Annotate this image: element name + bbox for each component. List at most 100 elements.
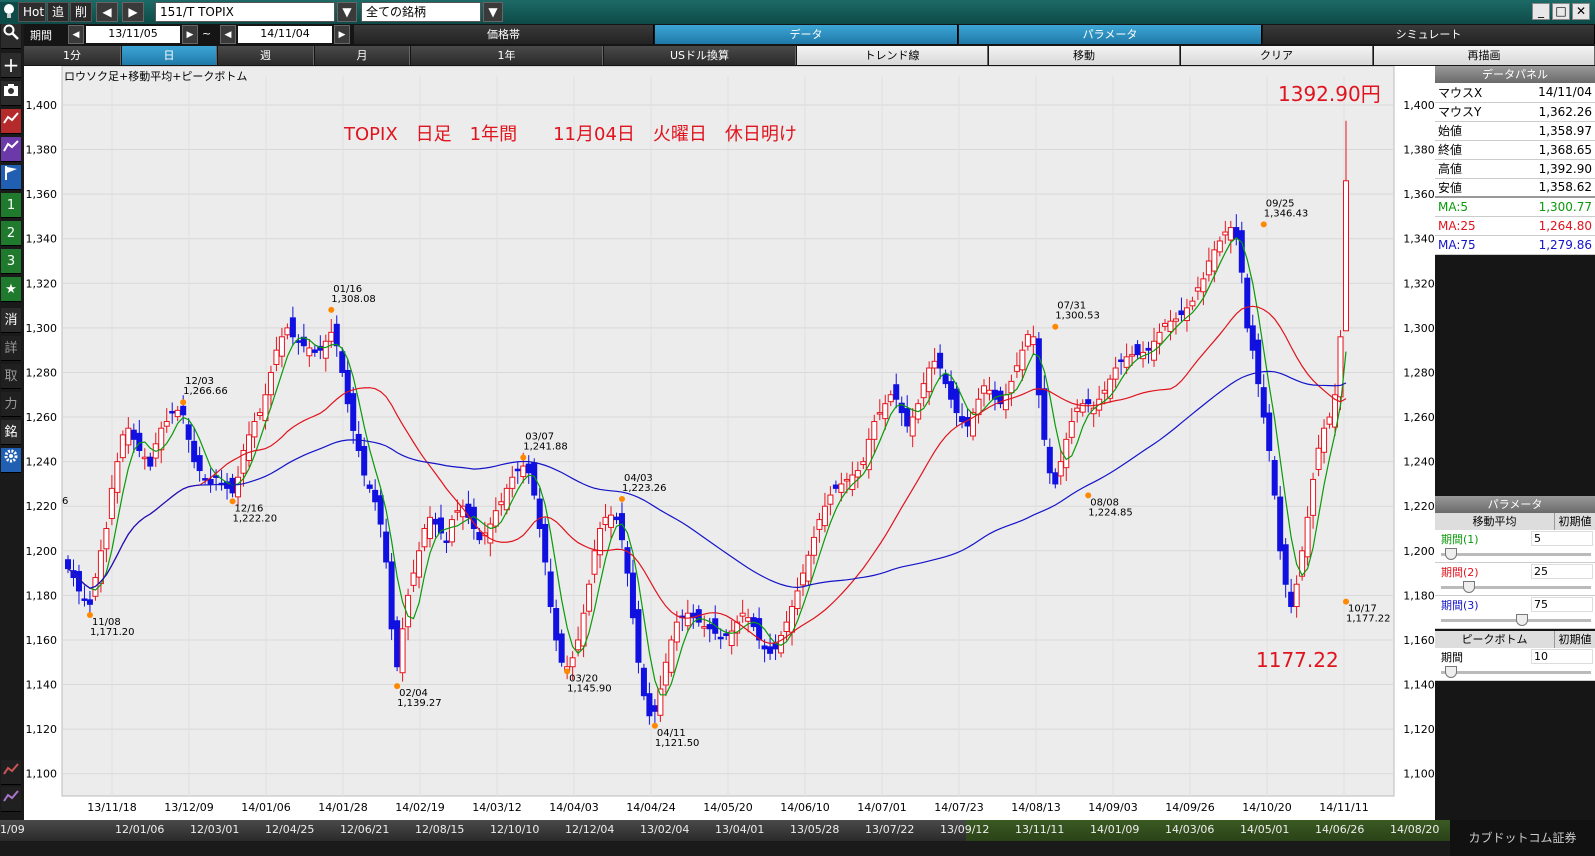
param-slider-thumb[interactable] <box>1516 614 1528 626</box>
bulb-icon[interactable] <box>0 2 18 22</box>
tab-price-range[interactable]: 価格帯 <box>354 25 654 44</box>
layout-3-button[interactable]: 3 <box>1 249 21 274</box>
power-button[interactable]: 力 <box>1 392 21 417</box>
peak-init-button[interactable]: 初期値 <box>1558 633 1592 646</box>
peak-marker <box>229 498 236 505</box>
layout-1-button[interactable]: 1 <box>1 193 21 218</box>
maximize-icon[interactable]: □ <box>1552 3 1570 20</box>
data-key: 安値 <box>1435 178 1508 198</box>
symbol-input[interactable]: 151/T TOPIX <box>155 2 335 22</box>
trade-button[interactable]: 取 <box>1 364 21 389</box>
period-to-next-icon[interactable]: ▶ <box>334 25 350 44</box>
flag-icon[interactable] <box>1 165 21 190</box>
period-from-prev-icon[interactable]: ◀ <box>68 25 84 44</box>
crosshair-icon[interactable]: + <box>1 53 21 78</box>
close-icon[interactable]: ✕ <box>1572 3 1590 20</box>
period-from-input[interactable]: 13/11/05 <box>86 26 180 43</box>
y-tick-label-left: 1,400 <box>26 99 58 112</box>
y-tick-label-right: 1,360 <box>1403 188 1435 201</box>
chart-compare-icon[interactable] <box>1 137 21 162</box>
y-tick-label-right: 1,140 <box>1403 679 1435 692</box>
candle-body <box>838 483 845 493</box>
stock-button[interactable]: 銘 <box>1 420 21 445</box>
chart-mini-2-icon[interactable] <box>1 787 21 812</box>
candle-body <box>706 624 713 630</box>
peak-value-label: 1,177.22 <box>1346 614 1391 625</box>
next-arrow-icon[interactable]: ▶ <box>122 2 144 22</box>
candlestick-chart[interactable]: 1,400 1,400 1,380 1,380 1,360 1,360 1,340 1,340… <box>24 65 1435 820</box>
candle-body <box>931 360 938 369</box>
timeframe-bar: 1分 日 週 月 1年 USドル換算 トレンド線 移動 クリア 再描画 <box>24 45 1595 66</box>
peak-value-label: 1,300.53 <box>1055 311 1100 322</box>
y-tick-label-left: 1,240 <box>26 456 58 469</box>
param-slider-track[interactable] <box>1441 671 1591 674</box>
candle-body <box>942 373 949 385</box>
init-value-button[interactable]: 初期値 <box>1558 515 1592 528</box>
param-slider-track[interactable] <box>1441 553 1591 556</box>
data-key: MA:5 <box>1435 196 1508 217</box>
peak-value-label: 1,266.66 <box>183 386 228 397</box>
peak-value-label: 1,222.20 <box>233 513 278 524</box>
param-slider-thumb[interactable] <box>1444 666 1457 678</box>
chart-area[interactable]: 1,400 1,400 1,380 1,380 1,360 1,360 1,340 1,340… <box>24 65 1435 820</box>
candle-body <box>937 352 944 369</box>
category-select[interactable]: 全ての銘柄 <box>361 2 481 22</box>
tab-move[interactable]: 移動 <box>989 46 1180 65</box>
param-slider-track[interactable] <box>1441 586 1591 589</box>
candle-body <box>1046 446 1053 474</box>
add-button[interactable]: 追 <box>47 2 69 22</box>
minimize-icon[interactable]: _ <box>1532 3 1550 20</box>
timeline-label: 14/05/01 <box>1240 823 1290 836</box>
candle-body <box>1332 394 1339 428</box>
param-value-input[interactable]: 75 <box>1531 597 1593 612</box>
param-value-input[interactable]: 5 <box>1531 531 1593 546</box>
category-dropdown-icon[interactable]: ▼ <box>483 2 503 22</box>
star-icon[interactable]: ★ <box>1 277 21 302</box>
candle-body <box>361 445 368 476</box>
erase-button[interactable]: 消 <box>1 308 21 333</box>
period-to-prev-icon[interactable]: ◀ <box>220 25 236 44</box>
candle-body <box>503 487 510 511</box>
chart-line-icon[interactable] <box>1 109 21 134</box>
candle-body <box>854 470 861 478</box>
hot-button[interactable]: Hot <box>18 2 46 22</box>
param-slider-thumb[interactable] <box>1462 581 1475 593</box>
tab-trendline[interactable]: トレンド線 <box>797 46 988 65</box>
prev-arrow-icon[interactable]: ◀ <box>96 2 118 22</box>
param-value-input[interactable]: 25 <box>1531 564 1593 579</box>
bottom-timeline[interactable]: 1/09 12/01/06 12/03/01 12/04/25 12/06/21 12/0… <box>0 820 1595 856</box>
candle-body <box>1085 399 1092 405</box>
tab-1year[interactable]: 1年 <box>411 46 603 65</box>
data-key: MA:75 <box>1435 235 1508 255</box>
tab-daily[interactable]: 日 <box>122 46 217 65</box>
gear-icon[interactable] <box>1 448 21 473</box>
tab-weekly[interactable]: 週 <box>218 46 314 65</box>
tab-monthly[interactable]: 月 <box>315 46 410 65</box>
layout-2-button[interactable]: 2 <box>1 221 21 246</box>
tab-1min[interactable]: 1分 <box>24 46 121 65</box>
candle-body <box>542 523 549 563</box>
param-slider-thumb[interactable] <box>1444 548 1457 560</box>
param-value-input[interactable]: 10 <box>1531 649 1593 664</box>
y-tick-label-right: 1,200 <box>1403 545 1435 558</box>
candle-body <box>668 639 675 673</box>
chart-mini-icon[interactable] <box>1 760 21 785</box>
peak-value-label: 1,171.20 <box>90 627 135 638</box>
detail-button[interactable]: 詳 <box>1 336 21 361</box>
tab-simulate[interactable]: シミュレート <box>1263 25 1595 44</box>
tab-redraw[interactable]: 再描画 <box>1374 46 1595 65</box>
peak-marker <box>1260 221 1267 228</box>
search-icon[interactable] <box>1 24 21 49</box>
symbol-dropdown-icon[interactable]: ▼ <box>337 2 357 22</box>
tab-usd[interactable]: USドル換算 <box>604 46 796 65</box>
period-to-input[interactable]: 14/11/04 <box>238 26 332 43</box>
tab-parameter[interactable]: パラメータ <box>959 25 1262 44</box>
period-from-next-icon[interactable]: ▶ <box>182 25 198 44</box>
candle-body <box>399 628 406 674</box>
tab-clear[interactable]: クリア <box>1181 46 1373 65</box>
delete-button[interactable]: 削 <box>70 2 92 22</box>
timeline-selected[interactable] <box>966 820 1450 841</box>
camera-icon[interactable] <box>1 81 21 106</box>
tab-data[interactable]: データ <box>655 25 958 44</box>
candle-body <box>185 424 192 440</box>
